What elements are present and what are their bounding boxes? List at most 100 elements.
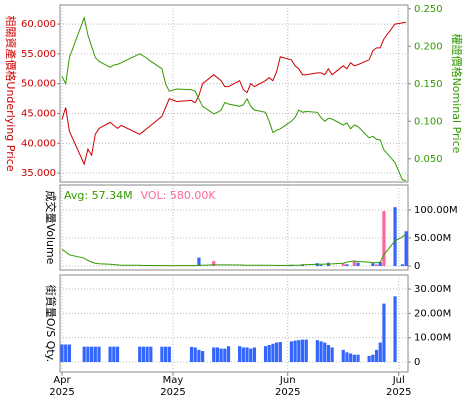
x-tick-label: Apr 2025 [49, 375, 75, 398]
price-line [61, 21, 407, 166]
bar [319, 341, 323, 363]
bar [352, 354, 356, 363]
y-tick-label: 35.000 [21, 168, 56, 179]
bar [60, 344, 64, 363]
annotation: Avg: 57.34M [64, 189, 133, 202]
bar [97, 346, 101, 363]
bar [252, 347, 257, 363]
bar [193, 347, 197, 363]
bar [138, 346, 142, 363]
bar [352, 261, 356, 267]
panel-frame [59, 274, 409, 373]
bar [263, 346, 268, 363]
bar [167, 346, 171, 363]
bar [341, 349, 345, 363]
y-axis-title: 成交量Volume [44, 191, 58, 265]
bar [400, 264, 405, 267]
bar [86, 346, 90, 363]
y-tick-label: 55.000 [21, 49, 56, 60]
bar [219, 348, 223, 363]
bar [64, 344, 68, 363]
y2-tick-label: 0.250 [414, 4, 443, 15]
bar [374, 349, 379, 363]
bar [374, 264, 379, 267]
bar [112, 346, 116, 363]
panel-frame [59, 4, 409, 183]
y-tick-label: 40.000 [21, 138, 56, 149]
y-tick-label: 100.00M [414, 205, 458, 216]
bar [356, 354, 360, 363]
bar [108, 346, 112, 363]
y-tick-label: 0 [414, 261, 420, 272]
bar [271, 343, 275, 363]
y2-tick-label: 0.100 [414, 116, 443, 127]
x-tick-label: May 2025 [160, 375, 186, 398]
bar [315, 340, 319, 363]
bar [349, 353, 353, 363]
bar [93, 346, 97, 363]
y-tick-label: 60.000 [21, 19, 56, 30]
price-line [61, 16, 407, 181]
y2-tick-label: 0.150 [414, 79, 443, 90]
bar [341, 263, 345, 267]
y-tick-label: 0 [414, 357, 420, 368]
bar [345, 264, 349, 267]
average-line [61, 233, 407, 267]
bar [404, 231, 408, 267]
bar [330, 347, 334, 363]
y-axis-title: 相關資產價格Underlying Price [4, 15, 18, 171]
bar [226, 346, 231, 363]
bar [345, 352, 349, 363]
bar [297, 340, 301, 363]
bar [223, 348, 227, 363]
bar [90, 346, 94, 363]
bar [289, 341, 294, 363]
y2-tick-label: 0.050 [414, 154, 443, 165]
y-tick-label: 20.00M [414, 308, 451, 319]
y-tick-label: 10.00M [414, 333, 451, 344]
bar [145, 346, 149, 363]
annotation: VOL: 580.00K [141, 189, 217, 202]
bar [141, 346, 146, 363]
bar [201, 351, 205, 363]
x-tick-label: Jun 2025 [274, 375, 301, 398]
y2-tick-label: 0.200 [414, 41, 443, 52]
bar [67, 344, 71, 363]
bar [197, 257, 201, 267]
y2-axis-title: 權證價格Nominal Price [450, 34, 464, 154]
bar [278, 342, 282, 363]
bar [382, 303, 386, 363]
bar [238, 346, 242, 363]
bar [393, 207, 397, 267]
bar [149, 346, 153, 363]
bar [212, 347, 216, 363]
bar [304, 339, 308, 363]
bar [371, 263, 375, 267]
bar [164, 346, 168, 363]
bar [300, 339, 305, 363]
bar [275, 342, 279, 363]
bar [382, 211, 386, 267]
y-tick-label: 30.00M [414, 284, 451, 295]
bar [189, 346, 194, 363]
panel-frame [59, 184, 409, 271]
y-tick-label: 50.00M [414, 233, 451, 244]
bar [212, 260, 216, 267]
bar [371, 354, 375, 363]
bar [378, 342, 382, 363]
bar [319, 264, 323, 267]
bar [241, 347, 245, 363]
bar [393, 296, 397, 363]
bar [245, 347, 249, 363]
bar [267, 344, 271, 363]
bar [115, 346, 120, 363]
x-tick-label: Jul 2025 [386, 375, 412, 398]
bar [356, 262, 360, 267]
bar [82, 346, 86, 363]
bar [197, 349, 201, 363]
bar [367, 355, 371, 363]
bar [249, 348, 253, 363]
bar [378, 262, 382, 267]
